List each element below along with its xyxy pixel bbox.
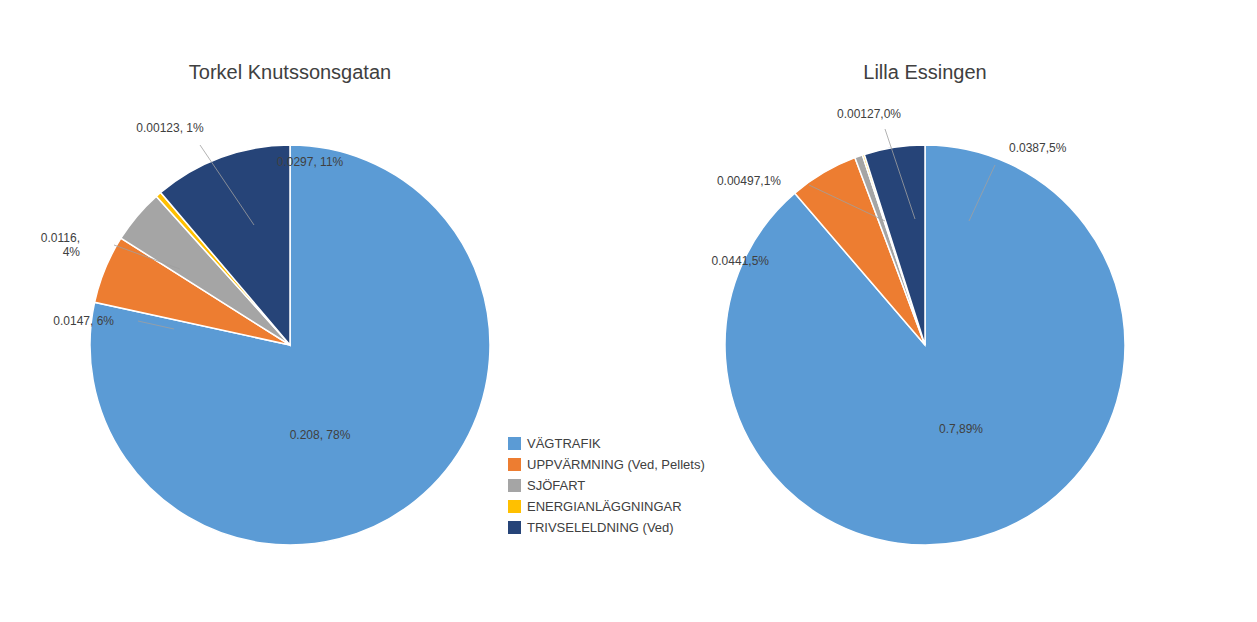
legend-label: ENERGIANLÄGGNINGAR [527, 499, 682, 514]
legend-label: TRIVSELELDNING (Ved) [527, 520, 674, 535]
legend: VÄGTRAFIK UPPVÄRMNING (Ved, Pellets) SJÖFA… [508, 436, 705, 535]
legend-swatch [508, 437, 521, 450]
pie-slice: VÄGTRAFIK [90, 145, 490, 545]
legend-label: VÄGTRAFIK [527, 436, 601, 451]
leader-line [200, 145, 254, 225]
data-label: 0.0387,5% [1009, 141, 1067, 155]
data-label: 0.00497,1% [717, 174, 781, 188]
chart-title: Lilla Essingen [863, 61, 986, 83]
leader-line [885, 129, 915, 219]
legend-label: SJÖFART [527, 478, 585, 493]
leader-line [809, 185, 885, 221]
slices: VÄGTRAFIKUPPVÄRMNING (Ved, Pellets)SJÖFA… [725, 145, 1125, 545]
data-label: 0.0441,5% [712, 254, 770, 268]
pie-slice: TRIVSELELDNING (Ved) [864, 145, 925, 345]
data-label: 0.0297, 11% [277, 155, 344, 169]
data-label: 0.0147, 6% [53, 314, 114, 328]
data-label: 0.208, 78% [290, 428, 351, 442]
data-label: 0.00127,0% [837, 107, 901, 121]
legend-label: UPPVÄRMNING (Ved, Pellets) [527, 457, 705, 472]
data-label: 0.7,89% [939, 422, 983, 436]
data-label: 0.00123, 1% [136, 121, 204, 135]
chart-title: Torkel Knutssonsgatan [189, 61, 391, 83]
chart-canvas: Torkel Knutssonsgatan VÄGTRAFIK UPPVÄRMNIN… [0, 0, 1257, 622]
pie-chart: Torkel Knutssonsgatan VÄGTRAFIKUPPVÄRMNIN… [41, 61, 490, 545]
pie-slice: VÄGTRAFIK [725, 145, 1125, 545]
leader-line [114, 245, 180, 269]
pie-slice: TRIVSELELDNING (Ved) [161, 145, 290, 345]
slices: VÄGTRAFIKUPPVÄRMNING (Ved, Pellets)SJÖFA… [90, 145, 490, 545]
data-label: 0.0116,4% [41, 231, 80, 259]
legend-swatch [508, 521, 521, 534]
leader-line [969, 165, 995, 221]
leader-line [138, 321, 174, 329]
legend-swatch [508, 479, 521, 492]
legend-swatch [508, 458, 521, 471]
legend-swatch [508, 500, 521, 513]
pie-chart: Lilla Essingen VÄGTRAFIKUPPVÄRMNING (Ved,… [712, 61, 1125, 545]
